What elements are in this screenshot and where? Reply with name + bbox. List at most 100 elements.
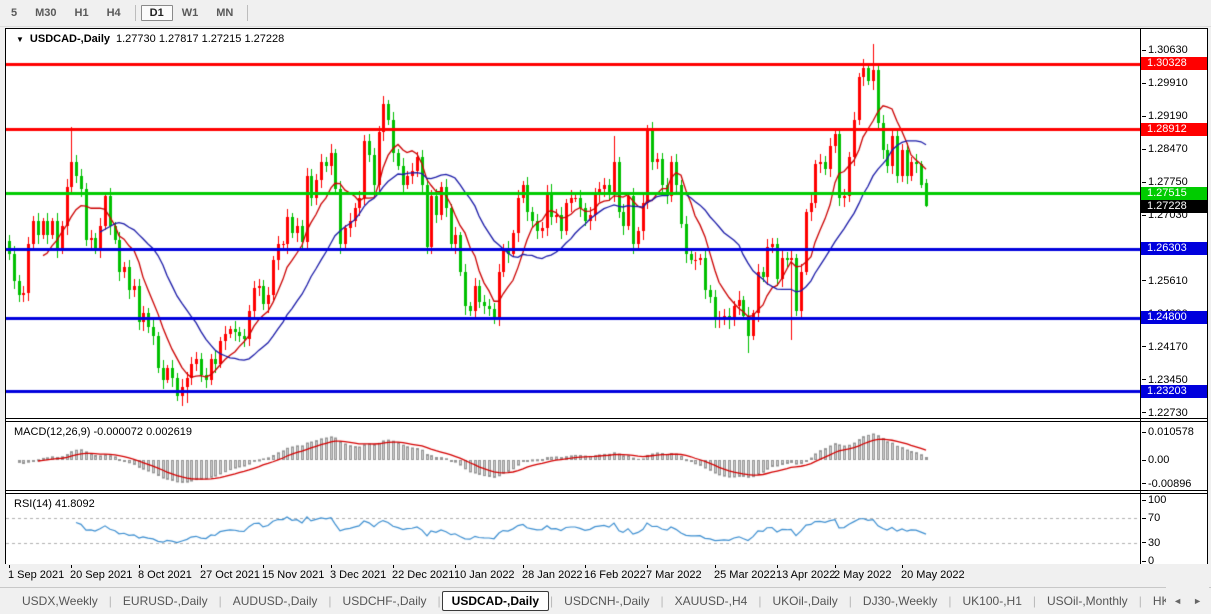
level-price-label: 1.24800	[1141, 311, 1207, 324]
rsi-indicator-label: RSI(14) 41.8092	[14, 498, 95, 510]
chart-title: ▼ USDCAD-,Daily 1.27730 1.27817 1.27215 …	[14, 33, 287, 45]
chart-tab-usdcnh-daily[interactable]: USDCNH-,Daily	[564, 594, 650, 608]
tab-separator: |	[1138, 594, 1142, 608]
time-axis-label: 28 Jan 2022	[522, 569, 583, 581]
chart-tab-xauusd-h4[interactable]: XAUUSD-,H4	[674, 594, 748, 608]
rsi-axis-label: 30	[1142, 537, 1160, 549]
rsi-axis-label: 70	[1142, 512, 1160, 524]
pane-separator[interactable]	[6, 418, 1207, 422]
tab-separator: |	[437, 594, 441, 608]
timeframe-button-h1[interactable]: H1	[74, 7, 89, 19]
tab-separator: |	[758, 594, 762, 608]
chart-tab-usoil-monthly[interactable]: USOil-,Monthly	[1047, 594, 1128, 608]
price-tick-label: 1.27750	[1142, 176, 1188, 188]
time-axis-label: 25 Mar 2022	[714, 569, 776, 581]
time-axis-label: 1 Sep 2021	[8, 569, 65, 581]
timeframe-button-h4[interactable]: H4	[106, 7, 121, 19]
chart-window: ▼ USDCAD-,Daily 1.27730 1.27817 1.27215 …	[5, 28, 1208, 567]
time-axis-tick	[647, 565, 648, 568]
tab-separator: |	[848, 594, 852, 608]
price-scale[interactable]: 1.30630 1.29910 1.29190 1.28470 1.27750 1.270…	[1141, 29, 1207, 567]
chart-tabs-bar: USDX,Weekly | EURUSD-,Daily | AUDUSD-,Daily |…	[0, 587, 1211, 614]
time-axis-label: 27 Oct 2021	[200, 569, 260, 581]
price-tick-label: 1.28470	[1142, 143, 1188, 155]
time-axis-label: 2 May 2022	[834, 569, 892, 581]
macd-axis-label: 0.00	[1142, 454, 1169, 466]
chart-tab-ukoil-daily[interactable]: UKOil-,Daily	[772, 594, 838, 608]
tab-separator: |	[218, 594, 222, 608]
time-axis-tick	[331, 565, 332, 568]
macd-axis-label: -0.00896	[1142, 478, 1191, 490]
price-tick-label: 1.25610	[1142, 275, 1188, 287]
macd-indicator-label: MACD(12,26,9) -0.000072 0.002619	[14, 426, 192, 438]
rsi-axis-label: 100	[1142, 494, 1166, 506]
time-axis-tick	[585, 565, 586, 568]
chart-tab-eurusd-daily[interactable]: EURUSD-,Daily	[122, 594, 208, 608]
chart-tab-dj30-weekly[interactable]: DJ30-,Weekly	[862, 594, 938, 608]
time-axis-label: 20 May 2022	[901, 569, 965, 581]
macd-indicator-canvas[interactable]	[6, 422, 1140, 490]
tab-scroll-right-icon[interactable]: ►	[1193, 595, 1202, 606]
tab-scroll-left-icon[interactable]: ◄	[1173, 595, 1183, 606]
price-tick-label: 1.29190	[1142, 110, 1188, 122]
tab-separator: |	[550, 594, 554, 608]
time-axis-label: 22 Dec 2021	[392, 569, 455, 581]
toolbar-separator	[247, 5, 249, 21]
time-axis-tick	[523, 565, 524, 568]
time-axis-label: 20 Sep 2021	[70, 569, 133, 581]
level-price-label: 1.26303	[1141, 242, 1207, 255]
level-price-label: 1.30328	[1141, 57, 1207, 70]
tab-separator: |	[660, 594, 664, 608]
time-axis-label: 7 Mar 2022	[646, 569, 702, 581]
chart-tab-usdx-weekly[interactable]: USDX,Weekly	[22, 594, 98, 608]
tab-scroll-arrows: ◄ ►	[1166, 587, 1209, 614]
time-axis-tick	[777, 565, 778, 568]
time-axis[interactable]: 1 Sep 2021 20 Sep 2021 8 Oct 2021 27 Oct 20…	[6, 565, 1166, 585]
timeframe-button-d1[interactable]: D1	[140, 5, 173, 21]
time-axis-tick	[263, 565, 264, 568]
time-axis-tick	[71, 565, 72, 568]
chart-tab-audusd-daily[interactable]: AUDUSD-,Daily	[232, 594, 318, 608]
time-axis-tick	[835, 565, 836, 568]
chart-tab-usdcad-daily[interactable]: USDCAD-,Daily	[441, 591, 550, 611]
time-axis-tick	[902, 565, 903, 568]
timeframe-button-5[interactable]: 5	[11, 7, 18, 19]
timeframe-toolbar: 5 M30 H1 H4 D1 W1 MN	[0, 0, 1211, 27]
tab-separator: |	[328, 594, 332, 608]
chart-tab-uk100-h1[interactable]: UK100-,H1	[962, 594, 1022, 608]
time-axis-label: 15 Nov 2021	[262, 569, 325, 581]
price-tick-label: 1.23450	[1142, 374, 1188, 386]
pane-separator[interactable]	[6, 490, 1207, 494]
price-tick-label: 1.29910	[1142, 77, 1188, 89]
price-tick-label: 1.24170	[1142, 341, 1188, 353]
time-axis-tick	[201, 565, 202, 568]
time-axis-label: 10 Jan 2022	[454, 569, 515, 581]
macd-axis-label: 0.010578	[1142, 426, 1194, 438]
chart-ohlc-values: 1.27730 1.27817 1.27215 1.27228	[116, 33, 285, 45]
time-axis-label: 8 Oct 2021	[138, 569, 192, 581]
time-axis-tick	[139, 565, 140, 568]
time-axis-label: 3 Dec 2021	[330, 569, 387, 581]
level-price-label: 1.28912	[1141, 123, 1207, 136]
price-tick-label: 1.30630	[1142, 44, 1188, 56]
current-price-label: 1.27228	[1141, 200, 1207, 213]
chart-dropdown-icon[interactable]: ▼	[16, 34, 24, 44]
main-price-canvas[interactable]	[6, 29, 1140, 418]
timeframe-button-w1[interactable]: W1	[181, 7, 199, 19]
chart-tab-usdchf-daily[interactable]: USDCHF-,Daily	[342, 594, 427, 608]
chart-symbol-label: USDCAD-,Daily	[29, 33, 110, 45]
rsi-indicator-canvas[interactable]	[6, 494, 1140, 564]
level-price-label: 1.27515	[1141, 187, 1207, 200]
time-axis-tick	[455, 565, 456, 568]
tab-separator: |	[948, 594, 952, 608]
time-axis-label: 16 Feb 2022	[584, 569, 646, 581]
time-axis-tick	[715, 565, 716, 568]
timeframe-button-mn[interactable]: MN	[216, 7, 234, 19]
price-axis-border	[1140, 29, 1141, 564]
timeframe-button-m30[interactable]: M30	[35, 7, 57, 19]
tab-separator: |	[1032, 594, 1036, 608]
time-axis-tick	[9, 565, 10, 568]
level-price-label: 1.23203	[1141, 385, 1207, 398]
price-tick-label: 1.22730	[1142, 407, 1188, 419]
time-axis-label: 13 Apr 2022	[776, 569, 836, 581]
